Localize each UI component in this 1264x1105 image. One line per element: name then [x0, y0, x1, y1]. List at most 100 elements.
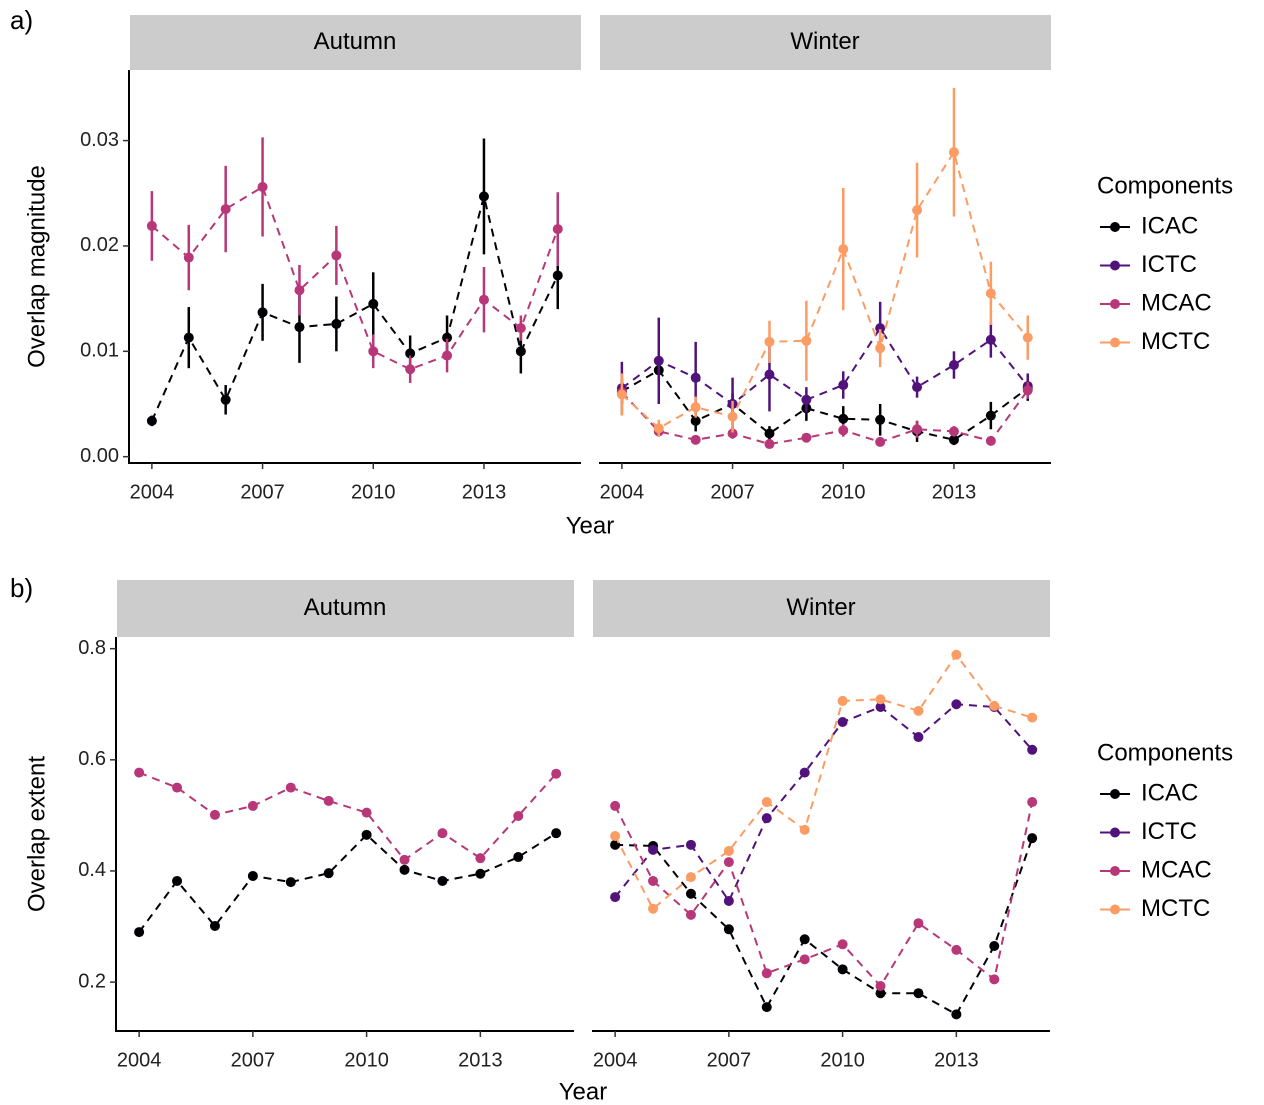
data-point	[685, 872, 696, 883]
data-point	[951, 1009, 962, 1020]
data-point	[685, 839, 696, 850]
data-point	[368, 346, 379, 357]
data-point	[875, 694, 886, 705]
data-point	[723, 845, 734, 856]
data-point	[610, 800, 621, 811]
data-point	[912, 205, 923, 216]
data-point	[875, 436, 886, 447]
x-tick-label: 2013	[462, 481, 507, 503]
data-point	[551, 768, 562, 779]
series-line	[621, 368, 1029, 441]
data-point	[551, 828, 562, 839]
data-point	[323, 795, 334, 806]
data-point	[838, 425, 849, 436]
data-point	[134, 767, 145, 778]
data-point	[437, 875, 448, 886]
data-point	[653, 423, 664, 434]
x-axis-title: Year	[559, 1078, 608, 1105]
x-tick-label: 2004	[600, 481, 645, 503]
x-tick-label: 2007	[710, 481, 755, 503]
series-line	[621, 149, 1029, 430]
data-point	[146, 220, 157, 231]
data-point	[648, 903, 659, 914]
data-point	[690, 415, 701, 426]
data-point	[875, 702, 886, 713]
series-line	[614, 801, 1034, 988]
data-point	[247, 800, 258, 811]
data-point	[913, 988, 924, 999]
data-point	[838, 413, 849, 424]
data-point	[985, 334, 996, 345]
data-point	[552, 224, 563, 235]
data-point	[513, 852, 524, 863]
data-point	[761, 813, 772, 824]
data-point	[183, 252, 194, 263]
x-tick-label: 2013	[932, 481, 977, 503]
data-point	[1022, 332, 1033, 343]
data-point	[515, 346, 526, 357]
data-point	[913, 732, 924, 743]
data-point	[837, 695, 848, 706]
data-point	[331, 250, 342, 261]
legend-title: Components	[1097, 739, 1233, 766]
data-point	[723, 924, 734, 935]
data-point	[948, 360, 959, 371]
data-point	[690, 402, 701, 413]
x-tick-label: 2013	[934, 1049, 979, 1071]
data-point	[875, 323, 886, 334]
data-point	[837, 964, 848, 975]
x-axis-title: Year	[566, 512, 615, 539]
legend-label: MCAC	[1141, 289, 1212, 316]
panel-label: a)	[10, 5, 33, 35]
x-tick-label: 2010	[344, 1049, 389, 1071]
data-point	[875, 980, 886, 991]
data-point	[220, 394, 231, 405]
legend-label: ICTC	[1141, 818, 1197, 845]
y-tick-label: 0.8	[78, 637, 106, 659]
data-point	[616, 389, 627, 400]
data-point	[948, 426, 959, 437]
data-point	[257, 307, 268, 318]
data-point	[913, 918, 924, 929]
legend-key-point	[1110, 866, 1120, 876]
x-tick-label: 2004	[593, 1049, 638, 1071]
data-point	[648, 844, 659, 855]
data-point	[989, 700, 1000, 711]
x-tick-label: 2004	[130, 481, 175, 503]
data-point	[799, 824, 810, 835]
x-tick-label: 2007	[240, 481, 285, 503]
y-tick-label: 0.4	[78, 859, 106, 881]
data-point	[475, 853, 486, 864]
legend-label: MCTC	[1141, 895, 1210, 922]
y-tick-label: 0.03	[80, 129, 119, 151]
legend-key-point	[1110, 337, 1120, 348]
facet-strip	[593, 580, 1050, 637]
data-point	[838, 380, 849, 391]
data-point	[875, 343, 886, 354]
series-line	[150, 196, 559, 422]
data-point	[399, 854, 410, 865]
data-point	[478, 294, 489, 305]
data-point	[985, 288, 996, 299]
data-point	[761, 797, 772, 808]
series-line	[614, 703, 1033, 903]
data-point	[764, 439, 775, 450]
data-point	[405, 364, 416, 375]
series-line	[138, 832, 557, 933]
x-tick-label: 2010	[820, 1049, 865, 1071]
data-point	[685, 888, 696, 899]
facet-strip	[117, 580, 574, 637]
data-point	[331, 318, 342, 329]
data-point	[951, 699, 962, 710]
y-tick-label: 0.01	[80, 340, 119, 362]
data-point	[761, 1002, 772, 1013]
data-point	[801, 394, 812, 405]
data-point	[610, 892, 621, 903]
data-point	[690, 434, 701, 445]
data-point	[764, 336, 775, 347]
y-tick-label: 0.02	[80, 234, 119, 256]
data-point	[368, 298, 379, 309]
x-tick-label: 2010	[821, 481, 866, 503]
data-point	[1027, 712, 1038, 723]
data-point	[437, 828, 448, 839]
